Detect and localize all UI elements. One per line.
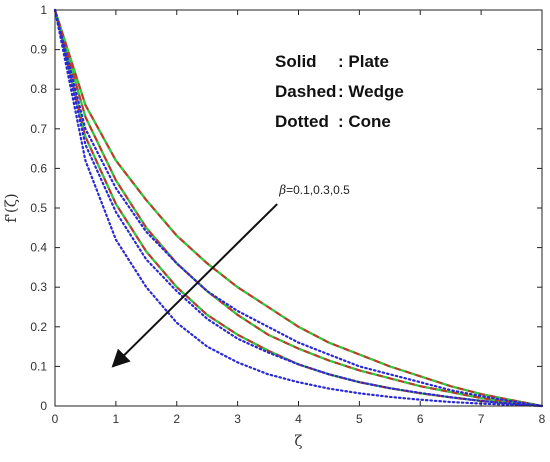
legend-name-1: : Wedge [338,82,404,101]
x-tick-label: 8 [539,412,546,426]
x-tick-label: 4 [295,412,302,426]
y-tick-label: 0.4 [30,241,47,255]
beta-arrow [111,203,278,368]
beta-values: =0.1,0.3,0.5 [286,183,350,197]
legend-style-0: Solid [275,52,317,71]
series-layer [53,8,544,408]
y-tick-label: 0.1 [30,359,47,373]
dashed-series-beta-0-3-main [54,9,543,407]
x-tick-label: 2 [173,412,180,426]
x-tick-label: 5 [356,412,363,426]
dashed-series-beta-0-1-main [54,9,543,407]
dotted-series-beta-0-1 [53,8,544,408]
x-tick-label: 6 [417,412,424,426]
dotted-series-beta-0-3 [53,8,544,408]
x-tick-label: 1 [113,412,120,426]
y-tick-label: 0 [40,399,47,413]
y-tick-label: 0.6 [30,161,47,175]
x-axis-label: ζ [294,432,302,450]
y-axis-label: f'(ζ) [2,193,20,223]
x-tick-label: 7 [478,412,485,426]
dashed-series-beta-0-3 [54,9,543,407]
legend-style-2: Dotted [275,112,329,131]
beta-symbol: β [278,183,286,197]
y-tick-label: 0.9 [30,43,47,57]
beta-annotation: β=0.1,0.3,0.5 [278,183,350,197]
legend-name-0: : Plate [338,52,389,71]
legend-style-1: Dashed [275,82,336,101]
x-tick-label: 0 [52,412,59,426]
dashed-series-beta-0-1-alt [54,9,543,407]
y-tick-label: 0.8 [30,82,47,96]
x-tick-label: 3 [234,412,241,426]
dashed-series-beta-0-1 [54,9,543,407]
y-tick-label: 0.2 [30,320,47,334]
y-tick-label: 0.7 [30,122,47,136]
dotted-series-beta-0-5 [53,8,544,408]
legend-name-2: : Cone [338,112,391,131]
ticks-layer: 0 1 2 3 4 5 6 7 8 0 0.1 0.2 0.3 0.4 0.5 0.6 0.7 0.8 0.9 1 [30,3,545,426]
y-tick-label: 1 [40,3,47,17]
y-tick-label: 0.5 [30,201,47,215]
dashed-series-beta-0-3-alt [54,9,543,407]
dashed-series-beta-0-5-alt [54,9,543,407]
y-tick-label: 0.3 [30,280,47,294]
